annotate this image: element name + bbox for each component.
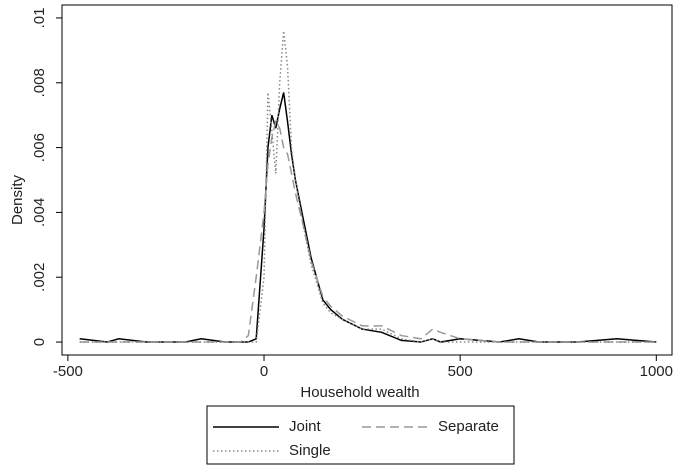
legend-label: Single: [289, 442, 331, 459]
plot-frame: [61, 4, 673, 356]
line-series: [79, 119, 657, 343]
legend-box: [206, 405, 515, 465]
line-series: [79, 92, 657, 343]
y-tick-label: .008: [31, 68, 48, 97]
x-tick-label: 1000: [640, 363, 673, 380]
x-axis-title: Household wealth: [300, 384, 419, 401]
y-tick-label: .01: [31, 8, 48, 29]
y-tick-label: .002: [31, 263, 48, 292]
x-tick-label: 500: [448, 363, 473, 380]
x-tick-label: -500: [53, 363, 83, 380]
x-tick-label: 0: [260, 363, 268, 380]
legend-label: Separate: [438, 418, 499, 435]
legend-label: Joint: [289, 418, 322, 435]
y-axis-title: Density: [9, 174, 26, 225]
y-tick-label: 0: [31, 338, 48, 346]
y-tick-label: .004: [31, 198, 48, 227]
y-tick-label: .006: [31, 133, 48, 162]
line-series: [79, 30, 657, 343]
